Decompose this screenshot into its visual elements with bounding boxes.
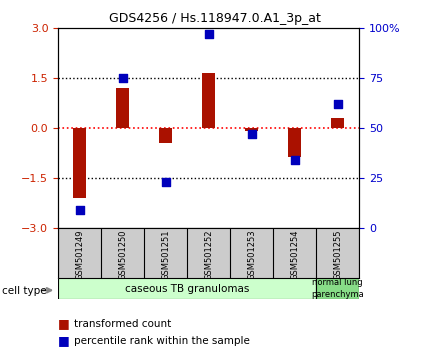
Text: percentile rank within the sample: percentile rank within the sample bbox=[74, 336, 250, 346]
Text: GSM501250: GSM501250 bbox=[118, 230, 127, 280]
Bar bbox=[58, 278, 316, 299]
Point bbox=[248, 131, 255, 137]
Bar bbox=[331, 118, 344, 129]
Bar bbox=[202, 73, 215, 129]
Text: GSM501253: GSM501253 bbox=[247, 230, 256, 280]
Bar bbox=[245, 129, 258, 131]
Bar bbox=[316, 278, 359, 299]
Point bbox=[119, 75, 126, 81]
Bar bbox=[288, 129, 301, 157]
Point bbox=[334, 102, 341, 107]
Point bbox=[76, 207, 83, 213]
Point bbox=[162, 179, 169, 185]
Text: GDS4256 / Hs.118947.0.A1_3p_at: GDS4256 / Hs.118947.0.A1_3p_at bbox=[109, 12, 321, 25]
Point bbox=[291, 158, 298, 163]
Text: GSM501255: GSM501255 bbox=[333, 230, 342, 280]
Text: ■: ■ bbox=[58, 318, 70, 330]
Bar bbox=[159, 129, 172, 143]
Text: GSM501254: GSM501254 bbox=[290, 230, 299, 280]
Text: GSM501249: GSM501249 bbox=[75, 230, 84, 280]
Bar bbox=[116, 88, 129, 129]
Text: transformed count: transformed count bbox=[74, 319, 172, 329]
Text: caseous TB granulomas: caseous TB granulomas bbox=[125, 284, 249, 293]
Text: GSM501252: GSM501252 bbox=[204, 230, 213, 280]
Bar bbox=[73, 129, 86, 198]
Text: cell type: cell type bbox=[2, 286, 47, 296]
Text: ■: ■ bbox=[58, 334, 70, 347]
Text: normal lung
parenchyma: normal lung parenchyma bbox=[311, 279, 364, 298]
Point bbox=[205, 32, 212, 37]
Text: GSM501251: GSM501251 bbox=[161, 230, 170, 280]
